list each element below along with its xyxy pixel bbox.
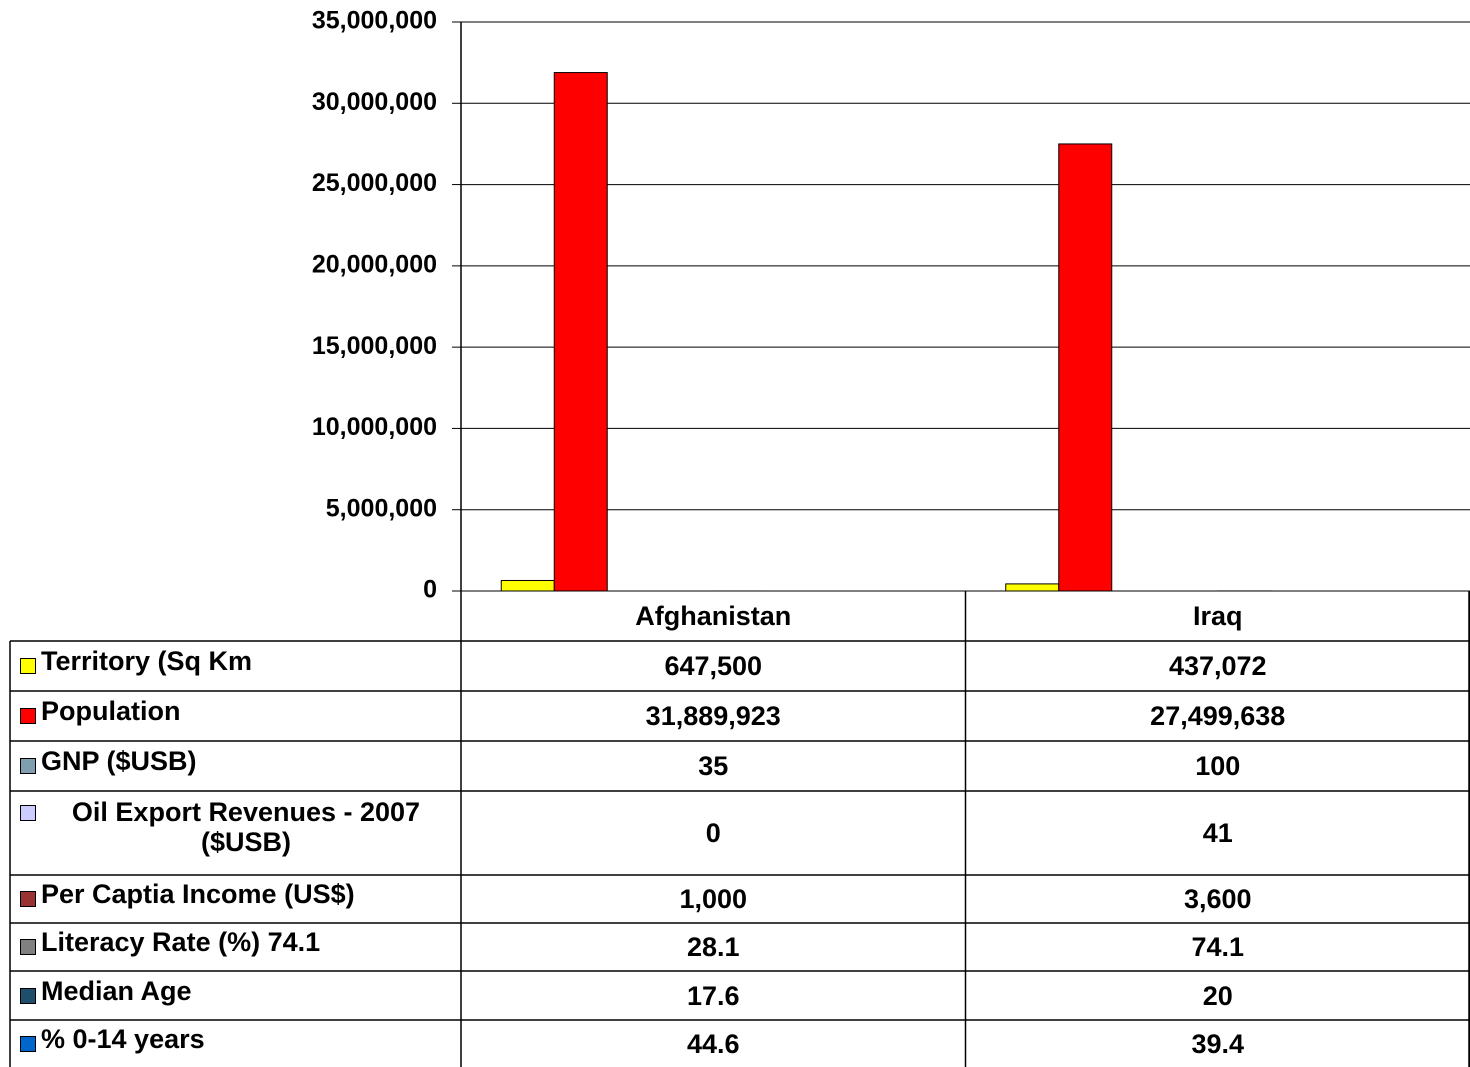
x-tick-label: Afghanistan — [635, 601, 792, 631]
data-label: 437,072 — [1168, 651, 1267, 681]
legend-swatch — [20, 758, 36, 774]
legend-entry: Literacy Rate (%) 74.1 — [10, 923, 461, 971]
legend-swatch — [20, 805, 36, 821]
legend-label: Oil Export Revenues - 2007 ($USB) — [71, 797, 421, 857]
legend-entry: Median Age — [10, 971, 461, 1020]
legend-entry: Oil Export Revenues - 2007 ($USB) — [10, 791, 461, 875]
legend-label: Per Captia Income (US$) — [41, 879, 355, 909]
data-label: 100 — [1195, 751, 1241, 781]
legend-label: % 0-14 years — [41, 1023, 205, 1054]
legend-entry: GNP ($USB) — [10, 741, 461, 791]
bar — [1005, 583, 1060, 592]
data-label: 647,500 — [664, 651, 763, 681]
legend-swatch — [20, 891, 36, 907]
y-tick-label: 30,000,000 — [312, 88, 437, 116]
y-tick-label: 20,000,000 — [312, 250, 437, 278]
data-label: 74.1 — [1191, 932, 1245, 962]
y-tick-label: 35,000,000 — [312, 7, 437, 35]
legend-label: Population — [41, 696, 181, 726]
legend-swatch — [20, 939, 36, 955]
x-tick-label: Iraq — [1192, 601, 1243, 631]
data-label: 3,600 — [1183, 884, 1252, 914]
legend-label: Literacy Rate (%) 74.1 — [41, 927, 321, 957]
data-label: 31,889,923 — [645, 701, 781, 731]
data-label: 28.1 — [686, 932, 740, 962]
data-label: 17.6 — [686, 980, 740, 1011]
y-tick-label: 15,000,000 — [312, 332, 437, 360]
legend-label: Median Age — [41, 975, 192, 1006]
y-tick-label: 5,000,000 — [326, 494, 437, 522]
bar — [1058, 143, 1113, 592]
bar — [500, 579, 555, 592]
data-label: 39.4 — [1191, 1028, 1245, 1059]
legend-swatch — [20, 1035, 36, 1052]
legend-entry: Population — [10, 691, 461, 741]
legend-entry: % 0-14 years — [10, 1020, 461, 1067]
data-label: 41 — [1202, 818, 1233, 848]
legend-swatch — [20, 708, 36, 724]
data-label: 44.6 — [686, 1028, 740, 1059]
legend-swatch — [20, 987, 36, 1004]
legend-label: Territory (Sq Km — [41, 646, 253, 676]
y-tick-label: 0 — [423, 576, 437, 604]
legend-label: GNP ($USB) — [41, 746, 197, 776]
data-label: 0 — [705, 818, 721, 848]
data-label: 35 — [698, 751, 729, 781]
data-label: 27,499,638 — [1150, 701, 1286, 731]
data-label: 1,000 — [679, 884, 748, 914]
legend-entry: Territory (Sq Km — [10, 641, 461, 691]
data-label: 20 — [1202, 980, 1233, 1011]
y-tick-label: 10,000,000 — [312, 413, 437, 441]
bar — [553, 72, 608, 592]
y-tick-label: 25,000,000 — [312, 169, 437, 197]
legend-swatch — [20, 658, 36, 674]
legend-entry: Per Captia Income (US$) — [10, 875, 461, 923]
